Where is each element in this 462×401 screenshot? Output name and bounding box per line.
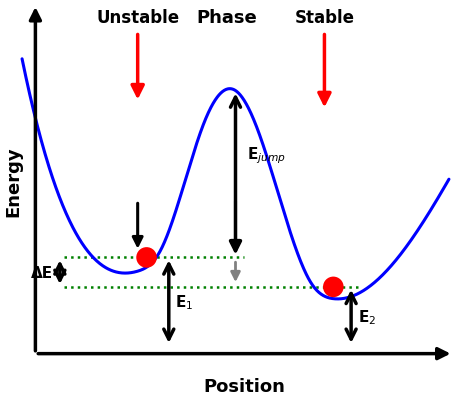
Point [329, 284, 337, 290]
Text: Unstable: Unstable [96, 9, 179, 27]
Text: Position: Position [203, 377, 286, 395]
Text: E$_2$: E$_2$ [358, 307, 376, 326]
Point [143, 255, 150, 261]
Text: E$_1$: E$_1$ [176, 292, 194, 311]
Text: Phase: Phase [196, 9, 257, 27]
Text: E$_{jump}$: E$_{jump}$ [247, 145, 286, 165]
Text: ΔE: ΔE [31, 265, 53, 280]
Text: Stable: Stable [294, 9, 354, 27]
Text: Energy: Energy [4, 146, 22, 217]
